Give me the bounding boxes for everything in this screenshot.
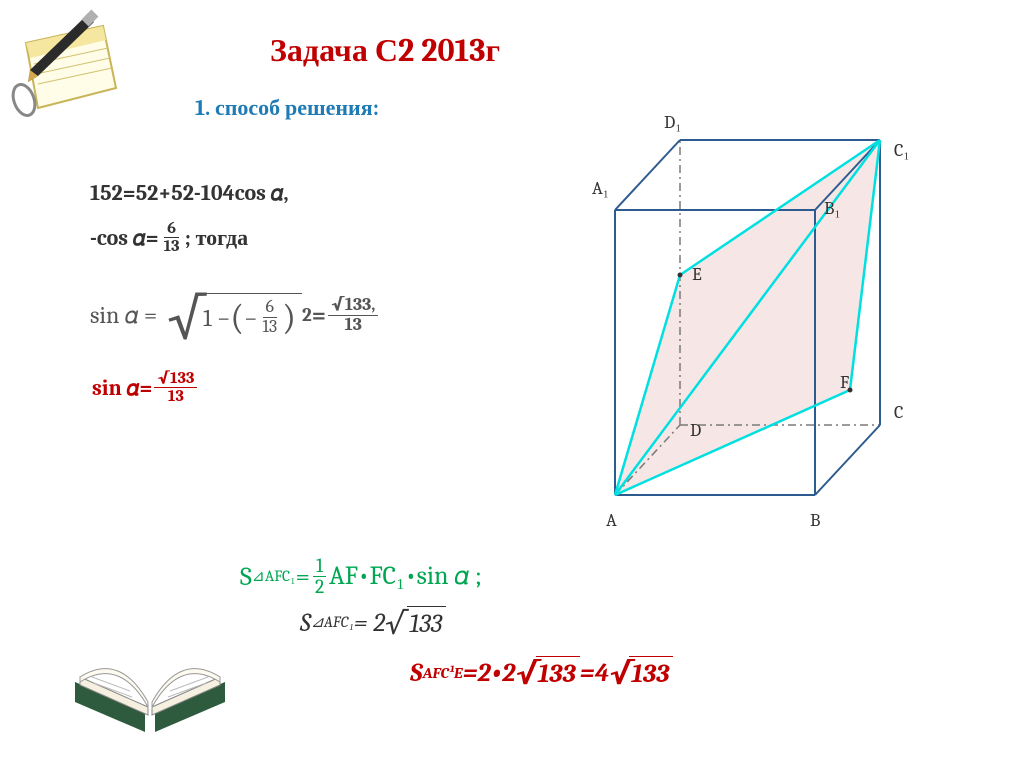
equation-4: sin 𝛼= √133 13 bbox=[92, 370, 199, 406]
eq3-result: √133, 13 bbox=[328, 296, 379, 335]
eq7-sqrt1: √133 bbox=[515, 656, 579, 689]
eq3-squared: 2 bbox=[302, 304, 312, 326]
page-title: Задача С2 2013г bbox=[270, 32, 500, 69]
eq4-prefix: sin 𝛼= bbox=[92, 375, 152, 401]
eq2-prefix: -cos 𝛼= bbox=[90, 225, 159, 251]
equation-6: S ⊿AFC₁ = 2 √133 bbox=[300, 606, 446, 639]
equation-3: sin 𝛼 = √ 1 − (− 6 13 ) 2 = √133, 13 bbox=[90, 292, 380, 338]
label-B: B bbox=[810, 510, 820, 531]
eq3-prefix: sin 𝛼 = bbox=[90, 301, 157, 329]
edge-BC bbox=[815, 425, 880, 495]
eq5-sub: ⊿AFC₁ bbox=[252, 567, 296, 586]
label-B1: B₁ bbox=[824, 198, 841, 219]
eq5-S: S bbox=[240, 562, 252, 592]
solution-method-heading: 1. способ решения: bbox=[195, 95, 379, 121]
label-F: F bbox=[840, 372, 849, 393]
point-E bbox=[678, 273, 683, 278]
label-A1: A₁ bbox=[592, 178, 609, 199]
equation-2: -cos 𝛼= 6 13 ; тогда bbox=[90, 220, 248, 256]
notepad-icon bbox=[8, 8, 128, 128]
edge-D1A1 bbox=[615, 140, 680, 210]
eq4-fraction: √133 13 bbox=[154, 370, 197, 406]
label-D1: D₁ bbox=[664, 112, 682, 133]
eq5-suffix: AF•FC₁•sin 𝛼 ; bbox=[329, 561, 482, 592]
equation-5: S ⊿AFC₁ = 1 2 AF•FC₁•sin 𝛼 ; bbox=[240, 556, 482, 598]
eq2-suffix: ; тогда bbox=[185, 225, 249, 251]
equation-1: 152=52+52-104cos 𝛼, bbox=[90, 180, 289, 206]
eq6-sqrt: √133 bbox=[385, 606, 446, 639]
eq2-fraction: 6 13 bbox=[161, 220, 183, 256]
label-A: A bbox=[606, 510, 617, 531]
label-E: E bbox=[692, 264, 702, 285]
eq5-half: 1 2 bbox=[312, 556, 327, 598]
label-C: C bbox=[894, 402, 903, 423]
eq3-sqrt: √ 1 − (− 6 13 ) bbox=[167, 292, 302, 338]
label-C1: C₁ bbox=[894, 140, 910, 161]
equation-7: S AFC¹E =2•2 √133 =4 √133 bbox=[410, 656, 673, 689]
eq7-sqrt2: √133 bbox=[609, 656, 673, 689]
book-icon bbox=[70, 607, 230, 737]
label-D: D bbox=[690, 420, 701, 441]
